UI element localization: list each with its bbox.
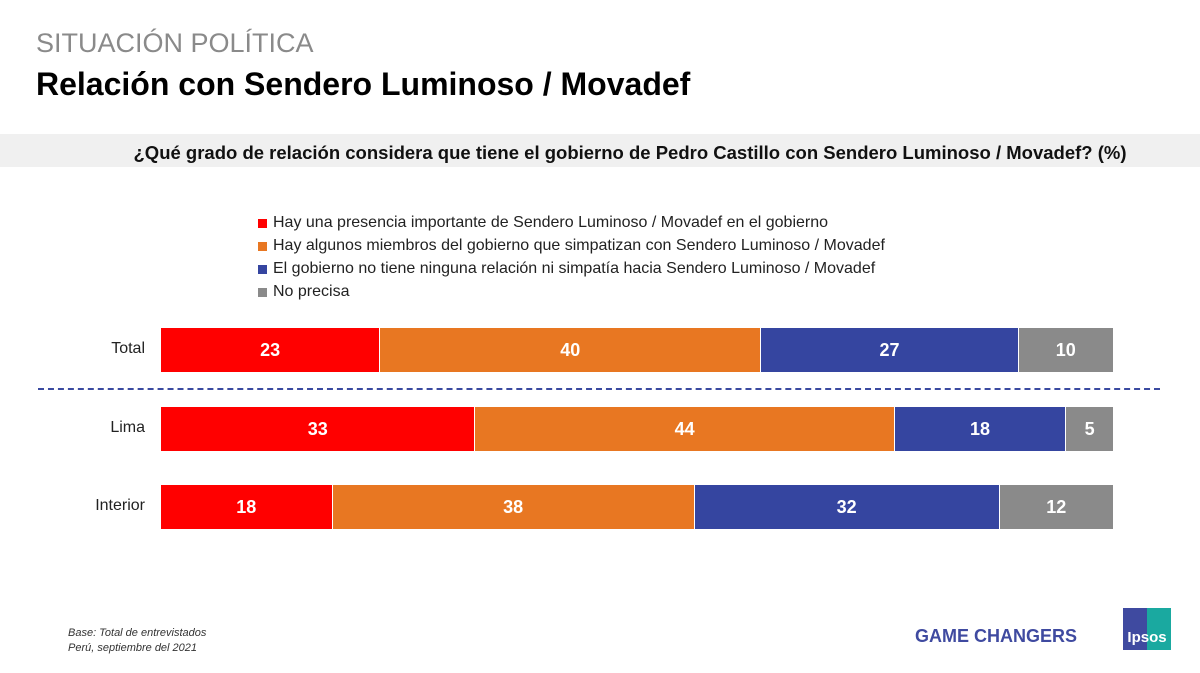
base-note: Base: Total de entrevistados Perú, septi… [68, 626, 206, 656]
question-band [0, 134, 1200, 167]
base-line-2: Perú, septiembre del 2021 [68, 642, 198, 654]
bar-segment: 18 [161, 485, 333, 529]
data-label: 32 [836, 496, 857, 517]
category-label: Lima [110, 419, 145, 436]
bar-segment: 18 [894, 407, 1067, 451]
legend-label: No precisa [273, 283, 350, 300]
data-label: 10 [1055, 339, 1076, 360]
data-label: 5 [1084, 418, 1095, 439]
bar-segment: 40 [380, 328, 762, 372]
data-label: 44 [674, 418, 695, 439]
data-label: 18 [236, 496, 257, 517]
legend-item: El gobierno no tiene ninguna relación ni… [258, 260, 875, 278]
bar-segment: 10 [1018, 328, 1114, 372]
bar-segment: 33 [161, 407, 476, 451]
legend-item: No precisa [258, 283, 349, 301]
bar-segment: 32 [694, 485, 1000, 529]
legend-swatch [258, 241, 267, 251]
legend-label: El gobierno no tiene ninguna relación ni… [273, 260, 876, 277]
page-title: Relación con Sendero Luminoso / Movadef [36, 66, 691, 102]
legend-label: Hay una presencia importante de Sendero … [273, 214, 829, 231]
legend-swatch [258, 218, 267, 228]
stacked-bar: 18 38 32 12 [161, 485, 1114, 529]
legend-item: Hay una presencia importante de Sendero … [258, 214, 828, 232]
stacked-bar: 23 40 27 10 [161, 328, 1114, 372]
legend-swatch [258, 287, 267, 297]
data-label: 40 [560, 339, 581, 360]
bar-segment: 44 [475, 407, 895, 451]
category-label: Interior [95, 497, 145, 514]
chart-title: ¿Qué grado de relación considera que tie… [133, 142, 1127, 163]
section-kicker: SITUACIÓN POLÍTICA [36, 28, 314, 58]
data-label: 27 [879, 339, 900, 360]
divider [38, 388, 1160, 390]
legend-label: Hay algunos miembros del gobierno que si… [273, 237, 885, 254]
legend-item: Hay algunos miembros del gobierno que si… [258, 237, 885, 255]
bar-segment: 5 [1066, 407, 1114, 451]
bar-segment: 38 [332, 485, 695, 529]
data-label: 18 [970, 418, 991, 439]
ipsos-logo: Ipsos [1123, 608, 1171, 650]
bar-segment: 23 [161, 328, 381, 372]
legend-swatch [258, 264, 267, 274]
tagline: GAME CHANGERS [915, 626, 1078, 646]
stacked-bar: 33 44 18 5 [161, 407, 1114, 451]
data-label: 38 [503, 496, 524, 517]
base-line-1: Base: Total de entrevistados [68, 627, 207, 639]
data-label: 12 [1046, 496, 1067, 517]
data-label: 33 [307, 418, 328, 439]
bar-segment: 12 [999, 485, 1114, 529]
data-label: 23 [260, 339, 281, 360]
category-label: Total [111, 340, 145, 357]
bar-segment: 27 [761, 328, 1019, 372]
